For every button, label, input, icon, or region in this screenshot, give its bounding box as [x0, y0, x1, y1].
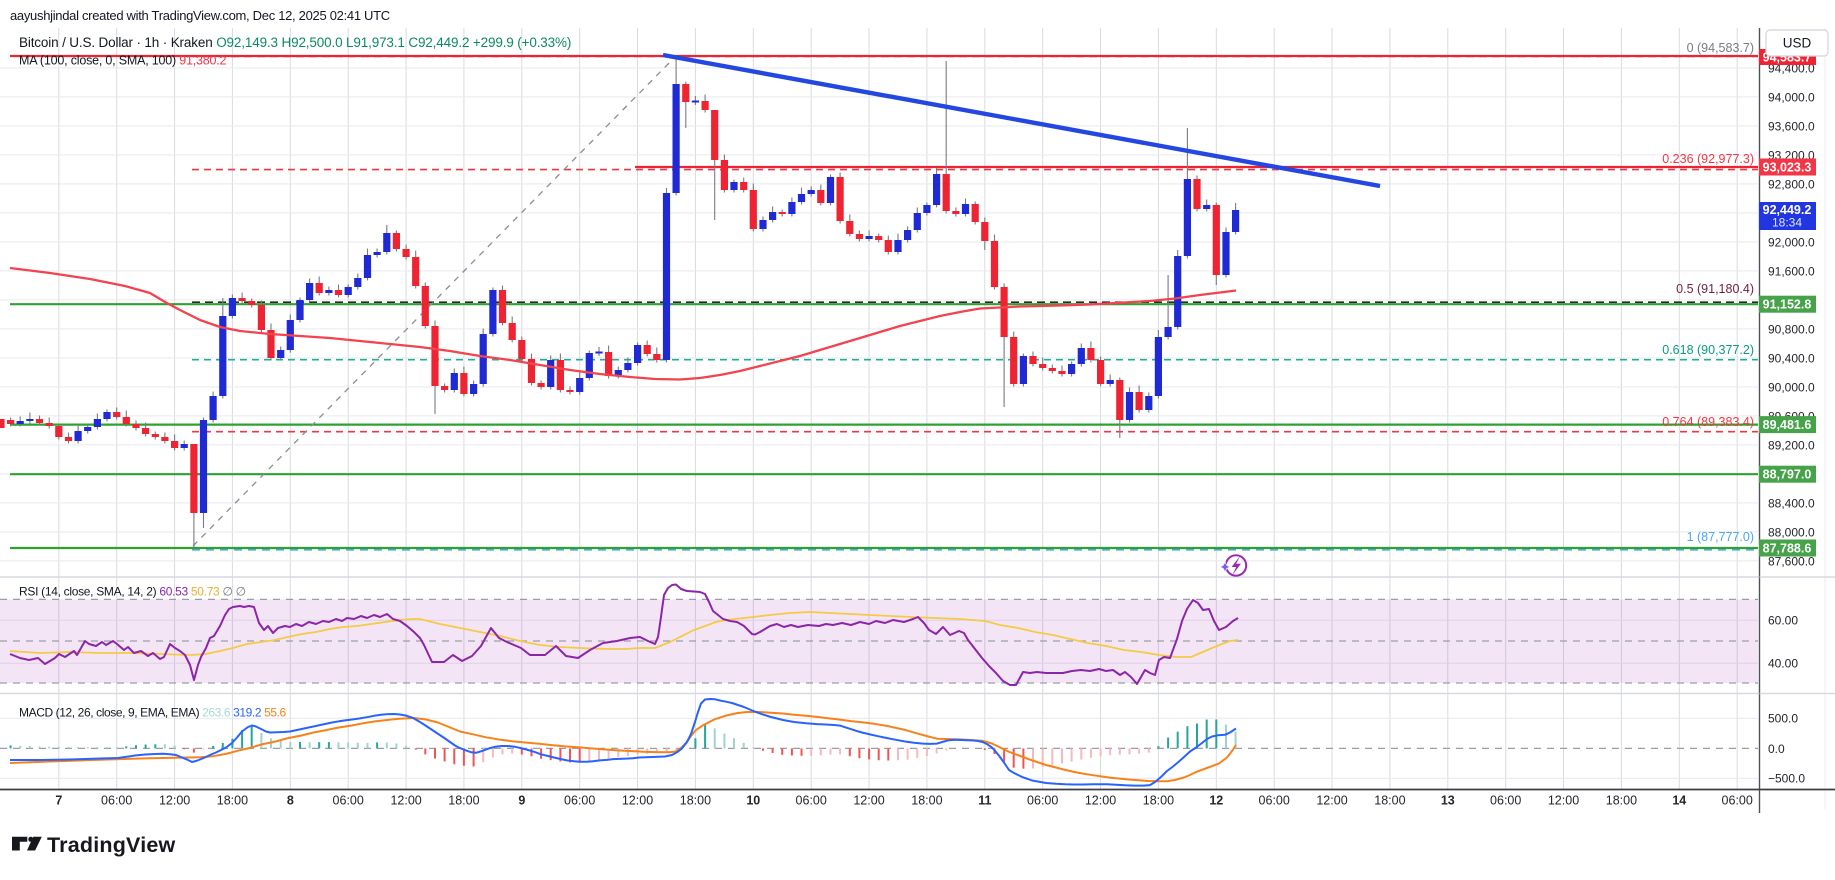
svg-text:0 (94,583.7): 0 (94,583.7) — [1687, 41, 1754, 55]
svg-text:92,000.0: 92,000.0 — [1768, 235, 1815, 249]
svg-text:1 (87,777.0): 1 (87,777.0) — [1687, 530, 1754, 544]
svg-text:12:00: 12:00 — [853, 794, 884, 808]
svg-text:06:00: 06:00 — [796, 794, 827, 808]
svg-text:MACD (12, 26, close, 9, EMA, E: MACD (12, 26, close, 9, EMA, EMA) 263.6 … — [19, 706, 287, 720]
svg-text:18:34: 18:34 — [1772, 216, 1802, 230]
svg-text:89,200.0: 89,200.0 — [1768, 438, 1815, 452]
svg-text:Bitcoin / U.S. Dollar · 1h · K: Bitcoin / U.S. Dollar · 1h · Kraken O92,… — [19, 35, 571, 50]
svg-text:TradingView: TradingView — [47, 833, 176, 857]
svg-text:40.00: 40.00 — [1768, 657, 1798, 671]
svg-text:90,800.0: 90,800.0 — [1768, 322, 1815, 336]
svg-text:18:00: 18:00 — [911, 794, 942, 808]
svg-text:90,400.0: 90,400.0 — [1768, 351, 1815, 365]
svg-text:9: 9 — [518, 794, 525, 808]
svg-text:0.618 (90,377.2): 0.618 (90,377.2) — [1662, 343, 1754, 357]
svg-text:06:00: 06:00 — [101, 794, 132, 808]
svg-text:12:00: 12:00 — [1548, 794, 1579, 808]
svg-text:89,481.6: 89,481.6 — [1763, 418, 1812, 432]
svg-text:RSI (14, close, SMA, 14, 2) 6: RSI (14, close, SMA, 14, 2) 60.53 50.73 … — [19, 585, 246, 599]
svg-text:0.236 (92,977.3): 0.236 (92,977.3) — [1662, 152, 1754, 166]
svg-text:06:00: 06:00 — [333, 794, 364, 808]
svg-text:92,800.0: 92,800.0 — [1768, 177, 1815, 191]
svg-text:12:00: 12:00 — [159, 794, 190, 808]
svg-text:06:00: 06:00 — [1259, 794, 1290, 808]
svg-text:06:00: 06:00 — [1722, 794, 1753, 808]
svg-text:13: 13 — [1441, 794, 1455, 808]
svg-text:88,000.0: 88,000.0 — [1768, 525, 1815, 539]
svg-text:18:00: 18:00 — [1374, 794, 1405, 808]
svg-text:USD: USD — [1783, 36, 1812, 51]
svg-text:0.0: 0.0 — [1768, 742, 1785, 756]
svg-text:18:00: 18:00 — [1143, 794, 1174, 808]
svg-text:93,600.0: 93,600.0 — [1768, 119, 1815, 133]
svg-text:aayushjindal created with Trad: aayushjindal created with TradingView.co… — [10, 8, 390, 23]
svg-text:18:00: 18:00 — [1606, 794, 1637, 808]
svg-text:12: 12 — [1209, 794, 1223, 808]
svg-text:0.764 (89,383.4): 0.764 (89,383.4) — [1662, 415, 1754, 429]
svg-text:14: 14 — [1672, 794, 1686, 808]
svg-text:93,023.3: 93,023.3 — [1763, 161, 1812, 175]
svg-text:MA (100, close, 0, SMA, 100): MA (100, close, 0, SMA, 100) 91,380.2 — [19, 54, 227, 68]
svg-text:8: 8 — [287, 794, 294, 808]
svg-text:18:00: 18:00 — [680, 794, 711, 808]
svg-text:91,152.8: 91,152.8 — [1763, 298, 1812, 312]
svg-text:0.5 (91,180.4): 0.5 (91,180.4) — [1676, 282, 1754, 296]
svg-text:06:00: 06:00 — [564, 794, 595, 808]
svg-text:87,788.6: 87,788.6 — [1763, 542, 1812, 556]
svg-text:11: 11 — [978, 794, 991, 808]
svg-text:10: 10 — [746, 794, 760, 808]
svg-text:88,797.0: 88,797.0 — [1763, 468, 1812, 482]
svg-text:−500.0: −500.0 — [1768, 771, 1805, 785]
svg-text:60.00: 60.00 — [1768, 614, 1798, 628]
svg-text:7: 7 — [55, 794, 62, 808]
svg-text:12:00: 12:00 — [390, 794, 421, 808]
svg-text:12:00: 12:00 — [1085, 794, 1116, 808]
svg-text:88,400.0: 88,400.0 — [1768, 496, 1815, 510]
svg-text:06:00: 06:00 — [1027, 794, 1058, 808]
svg-text:500.0: 500.0 — [1768, 712, 1798, 726]
svg-text:06:00: 06:00 — [1490, 794, 1521, 808]
svg-text:18:00: 18:00 — [217, 794, 248, 808]
svg-text:12:00: 12:00 — [1316, 794, 1347, 808]
svg-text:90,000.0: 90,000.0 — [1768, 380, 1815, 394]
svg-text:94,000.0: 94,000.0 — [1768, 90, 1815, 104]
svg-text:91,600.0: 91,600.0 — [1768, 264, 1815, 278]
svg-text:18:00: 18:00 — [448, 794, 479, 808]
svg-text:12:00: 12:00 — [622, 794, 653, 808]
